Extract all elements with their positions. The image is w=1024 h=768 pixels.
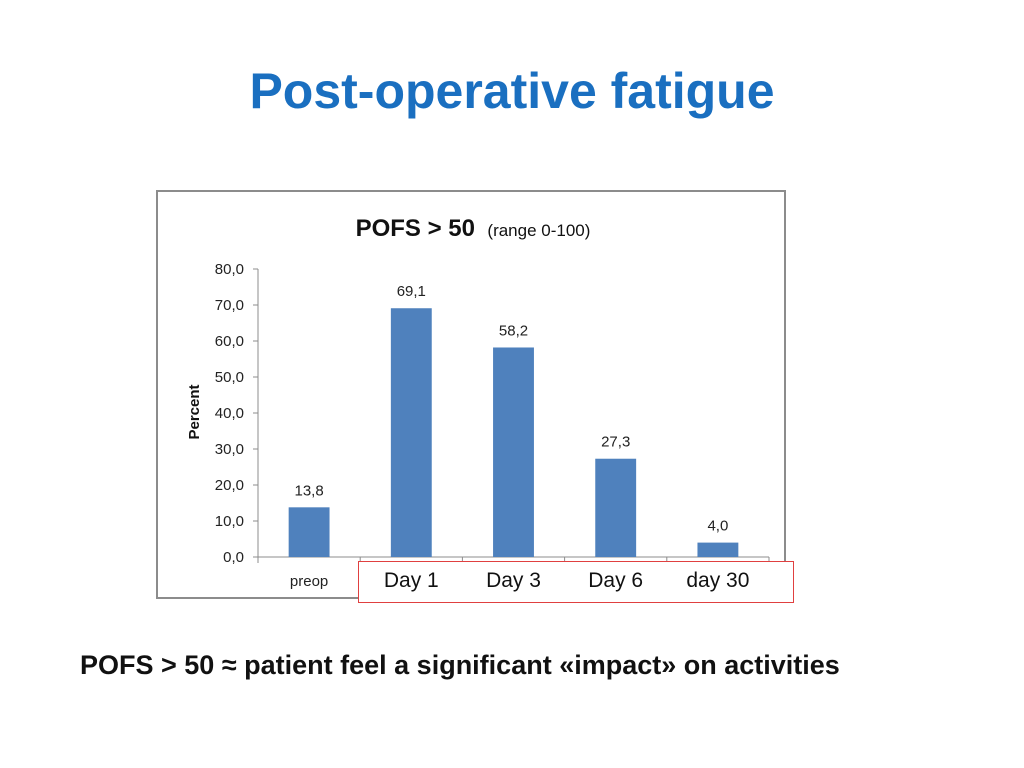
footer-note: POFS > 50 ≈ patient feel a significant «… bbox=[80, 650, 840, 680]
bar bbox=[493, 347, 534, 557]
x-tick-label-highlighted: day 30 bbox=[686, 569, 750, 592]
chart-title-main: POFS > 50 bbox=[356, 215, 475, 242]
y-tick-label: 40,0 bbox=[215, 405, 244, 422]
x-tick-label-highlighted: Day 3 bbox=[486, 569, 541, 592]
y-tick-label: 0,0 bbox=[223, 549, 244, 566]
bar-value-label: 58,2 bbox=[499, 322, 528, 339]
y-tick-label: 20,0 bbox=[215, 477, 244, 494]
day-labels-highlight-box bbox=[358, 561, 794, 603]
bar bbox=[697, 542, 739, 557]
bar-value-label: 4,0 bbox=[707, 518, 728, 535]
y-tick-label: 80,0 bbox=[215, 261, 244, 278]
y-tick-label: 70,0 bbox=[215, 297, 244, 314]
slide-title: Post-operative fatigue bbox=[249, 63, 775, 119]
x-tick-label-highlighted: Day 1 bbox=[383, 569, 439, 592]
y-tick-label: 10,0 bbox=[215, 513, 244, 530]
x-tick-label: preop bbox=[290, 573, 328, 590]
bar-value-label: 69,1 bbox=[397, 283, 426, 300]
chart-title: POFS > 50 (range 0-100) bbox=[356, 215, 591, 242]
bar bbox=[595, 458, 637, 557]
bar bbox=[288, 507, 330, 557]
y-tick-label: 30,0 bbox=[215, 441, 244, 458]
bar-chart: POFS > 50 (range 0-100) Percent 0,0 10,0 2… bbox=[186, 215, 770, 590]
x-tick-label-highlighted: Day 6 bbox=[588, 569, 644, 592]
bar bbox=[390, 308, 432, 557]
bar-value-label: 27,3 bbox=[601, 434, 630, 451]
chart-frame: POFS > 50 (range 0-100) Percent 0,0 10,0 2… bbox=[156, 190, 786, 599]
bar-value-label: 13,8 bbox=[294, 482, 323, 499]
y-tick-label: 50,0 bbox=[215, 369, 244, 386]
chart-title-sub: (range 0-100) bbox=[487, 221, 590, 240]
y-tick-label: 60,0 bbox=[215, 333, 244, 350]
y-axis-label: Percent bbox=[186, 384, 203, 439]
